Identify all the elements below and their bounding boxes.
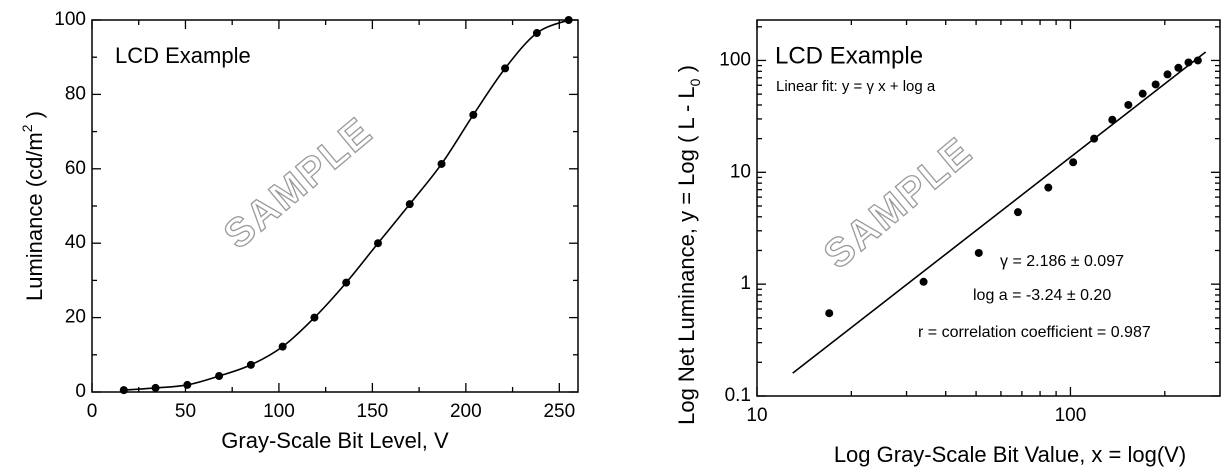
y-tick-label: 100 (54, 9, 86, 30)
y-tick-label: 100 (719, 49, 751, 70)
data-point (919, 277, 928, 286)
data-point (1138, 89, 1147, 98)
y-axis-title-part: ) (22, 111, 47, 124)
data-point (1108, 115, 1117, 124)
y-axis-title: Luminance (cd/m2 ) (19, 111, 47, 301)
x-tick-label: 250 (543, 401, 575, 422)
data-point (1193, 56, 1202, 65)
data-point (564, 16, 573, 24)
data-point (405, 200, 414, 209)
data-point (373, 239, 382, 248)
chart-title: LCD Example (775, 42, 923, 69)
data-point (469, 110, 478, 119)
data-point (119, 386, 128, 395)
data-point (501, 64, 510, 73)
x-axis-title: Log Gray-Scale Bit Value, x = log(V) (834, 442, 1186, 467)
series-line (792, 51, 1207, 374)
x-axis-title: Gray-Scale Bit Level, V (221, 428, 449, 453)
annotation: log a = -3.24 ± 0.20 (973, 287, 1111, 304)
annotation: γ = 2.186 ± 0.097 (1000, 253, 1124, 270)
data-point (183, 380, 192, 389)
y-tick-label: 0.1 (725, 385, 751, 406)
y-tick-label: 0 (75, 381, 86, 402)
series-line (123, 19, 569, 391)
watermark: SAMPLE (816, 129, 981, 278)
y-axis-title-part: Log Net Luminance, y = Log ( L - L (674, 86, 699, 425)
y-axis-title-part: Luminance (cd/m (22, 132, 47, 301)
data-point (278, 342, 287, 351)
y-axis-title: Log Net Luminance, y = Log ( L - L0 ) (674, 65, 703, 425)
y-tick-label: 40 (65, 232, 86, 253)
data-point (1124, 100, 1133, 109)
data-point (151, 383, 160, 392)
chart-subtitle: Linear fit: y = γ x + log a (776, 78, 936, 95)
x-tick-label: 50 (175, 401, 196, 422)
data-point (1151, 80, 1160, 89)
annotation: r = correlation coefficient = 0.987 (918, 324, 1151, 341)
data-point (1069, 158, 1078, 167)
y-tick-label: 80 (65, 83, 86, 104)
data-point (1044, 183, 1053, 192)
data-point (1174, 63, 1183, 72)
x-tick-label: 100 (263, 401, 295, 422)
x-tick-label: 0 (87, 401, 98, 422)
x-tick-label: 200 (450, 401, 482, 422)
y-axis-title-part: 2 (19, 124, 35, 132)
chart-title: LCD Example (115, 43, 251, 68)
data-point (825, 309, 834, 318)
data-point (215, 372, 224, 381)
y-tick-label: 1 (740, 273, 751, 294)
y-tick-label: 10 (730, 161, 751, 182)
data-point (1163, 70, 1172, 79)
y-tick-label: 60 (65, 158, 86, 179)
plot-frame (91, 19, 579, 393)
x-tick-label: 150 (357, 401, 389, 422)
data-point (246, 360, 255, 369)
data-point (532, 29, 541, 38)
plot-frame (756, 19, 1221, 397)
data-point (437, 159, 446, 168)
x-tick-label: 100 (1055, 405, 1087, 426)
x-tick-label: 10 (746, 405, 767, 426)
data-point (1013, 208, 1022, 217)
y-axis-title-part: 0 (687, 78, 703, 86)
y-tick-label: 20 (65, 307, 86, 328)
data-point (974, 248, 983, 257)
watermark: SAMPLE (216, 109, 381, 258)
data-point (310, 313, 319, 322)
data-point (342, 278, 351, 287)
y-axis-title-part: ) (674, 65, 699, 78)
